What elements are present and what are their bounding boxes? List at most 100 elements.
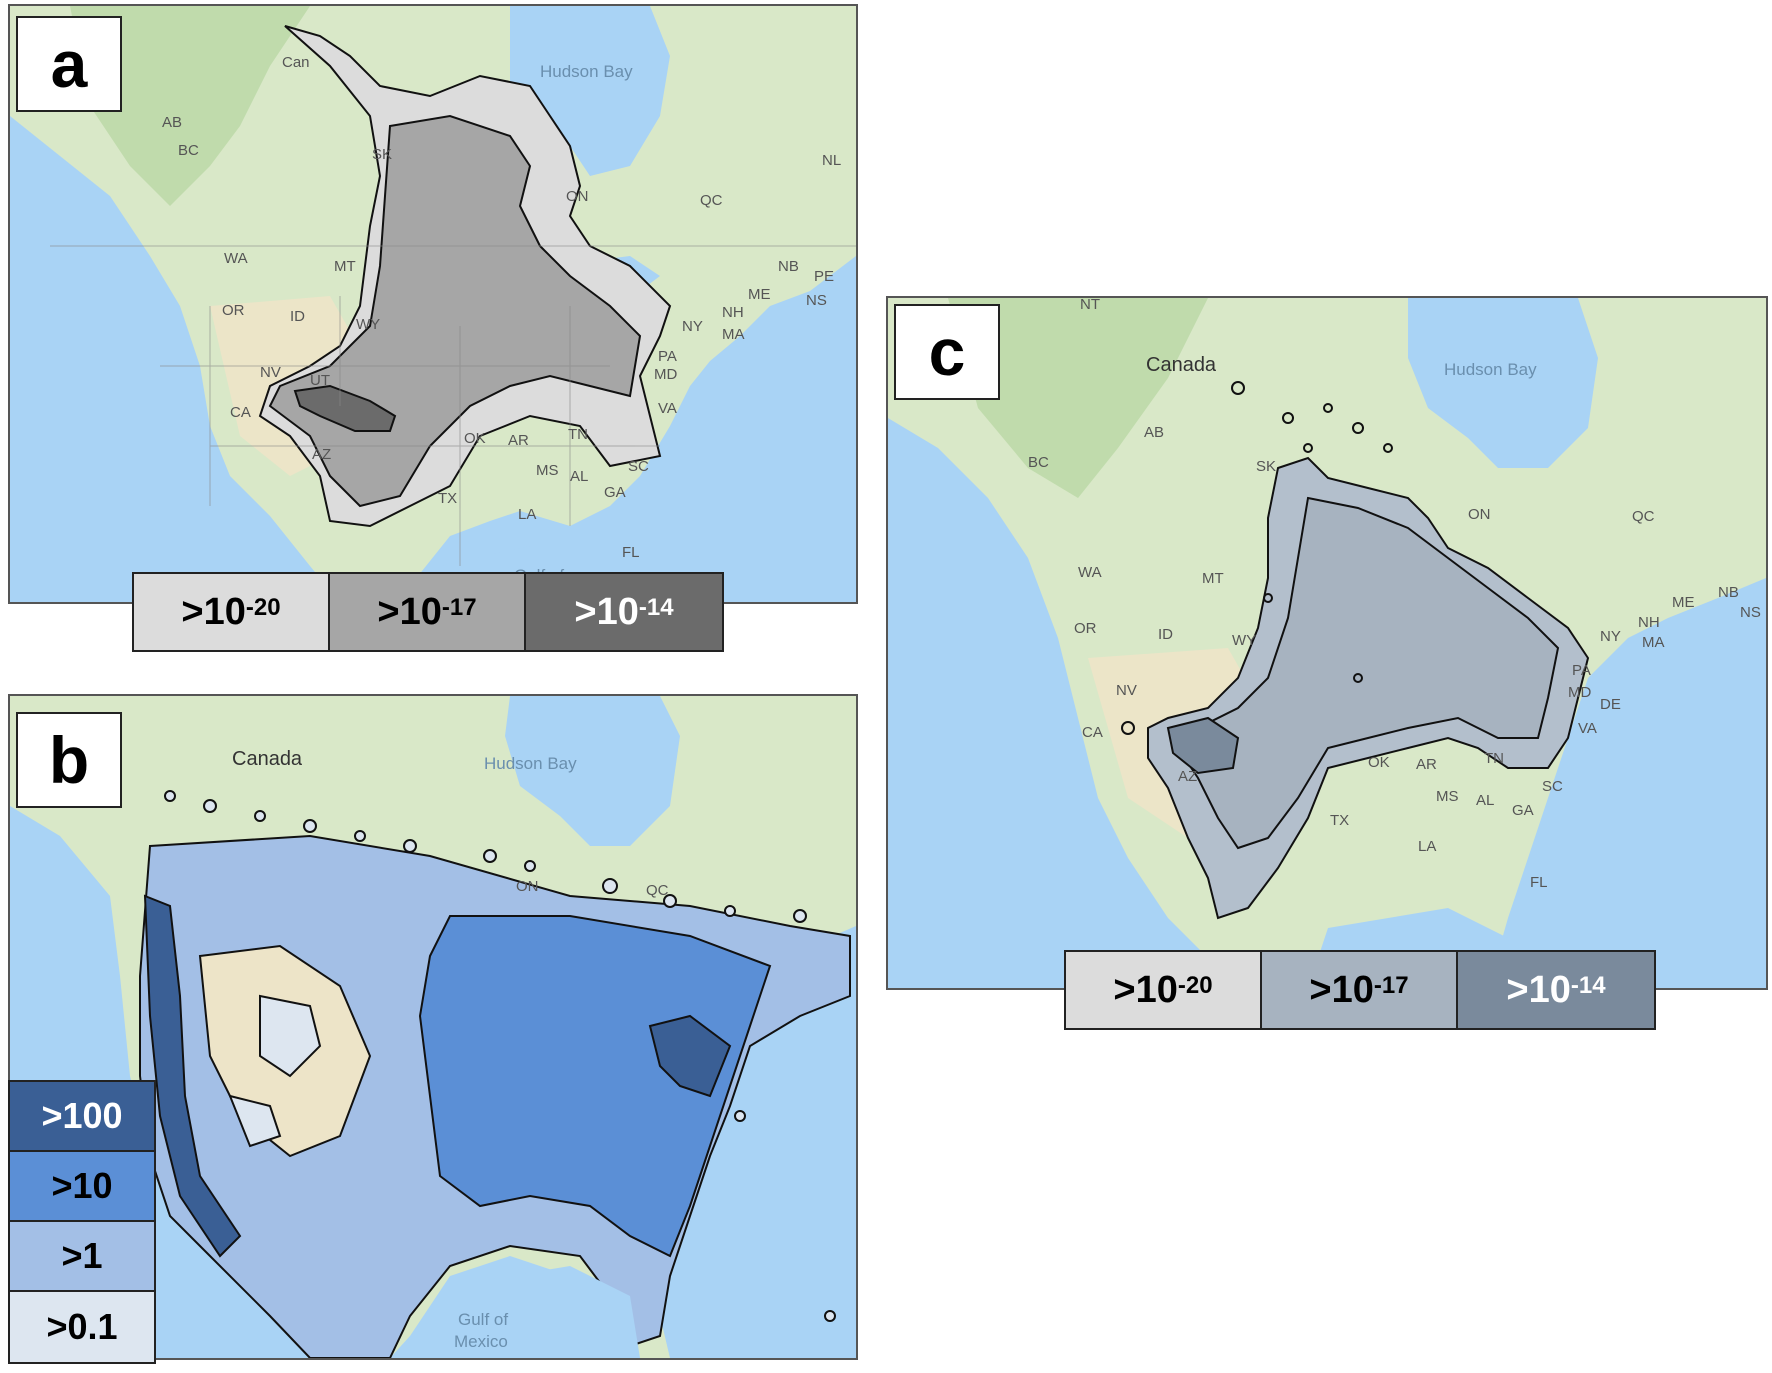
label-bc: BC <box>1028 454 1049 471</box>
label-nl: NL <box>822 152 842 169</box>
panel-b-letter: b <box>16 712 122 808</box>
map-panel-a: Hudson Bay Can AB BC SK ON QC NL WA MT O… <box>8 4 858 604</box>
west-coast-high <box>143 894 242 1258</box>
gulf-water <box>430 1266 640 1358</box>
label-ny: NY <box>682 318 703 335</box>
legend-c-item-1-base: >10 <box>1309 968 1374 1011</box>
label-id: ID <box>290 308 305 325</box>
label-gulf-2: Mexico <box>454 1332 508 1351</box>
label-ar: AR <box>1416 756 1437 773</box>
label-wy: WY <box>356 316 381 333</box>
label-nh: NH <box>1638 614 1660 631</box>
legend-c-item-0-base: >10 <box>1113 968 1178 1011</box>
label-wa: WA <box>224 250 248 267</box>
label-tn: TN <box>1484 750 1504 767</box>
label-id: ID <box>1158 626 1173 643</box>
label-nv: NV <box>260 364 281 381</box>
legend-a-item-2: >10 -14 <box>526 574 722 650</box>
label-ca: CA <box>230 404 251 421</box>
label-al: AL <box>1476 792 1495 809</box>
label-hudson-bay: Hudson Bay <box>484 754 577 773</box>
label-ns: NS <box>1740 604 1761 621</box>
label-hudson-bay: Hudson Bay <box>1444 360 1537 379</box>
hudson-bay <box>1408 298 1598 468</box>
label-canada: Canada <box>1146 354 1217 376</box>
label-ma: MA <box>1642 634 1665 651</box>
panel-b-legend: >100 >10 >1 >0.1 <box>8 1080 156 1364</box>
label-ok: OK <box>464 430 486 447</box>
legend-b-item-3: >0.1 <box>10 1292 154 1362</box>
panel-c-letter: c <box>894 304 1000 400</box>
zone-high <box>293 384 397 432</box>
label-va: VA <box>1578 720 1597 737</box>
label-va: VA <box>658 400 677 417</box>
label-ga: GA <box>604 484 626 501</box>
label-az: AZ <box>312 446 332 463</box>
label-md: MD <box>654 366 678 383</box>
label-qc: QC <box>700 192 723 209</box>
label-mt: MT <box>334 258 356 275</box>
label-pa: PA <box>658 348 677 365</box>
label-on: ON <box>1468 506 1491 523</box>
label-bc: BC <box>178 142 199 159</box>
scatter-patches <box>164 790 836 1322</box>
panel-a-map-svg <box>10 6 856 602</box>
usa-high-ne <box>648 1014 732 1098</box>
label-ma: MA <box>722 326 745 343</box>
label-wy: WY <box>1232 632 1257 649</box>
zone-mid <box>1176 496 1560 850</box>
label-nb: NB <box>1718 584 1739 601</box>
legend-a-item-2-base: >10 <box>574 590 639 633</box>
panel-a-letter: a <box>16 16 122 112</box>
label-sk: SK <box>1256 458 1277 475</box>
legend-c-item-0-exp: -20 <box>1177 972 1213 999</box>
label-sc: SC <box>628 458 649 475</box>
legend-c-item-1: >10 -17 <box>1262 952 1458 1028</box>
label-pa: PA <box>1572 662 1591 679</box>
label-tx: TX <box>438 490 458 507</box>
label-sc: SC <box>1542 778 1563 795</box>
legend-c-item-0: >10 -20 <box>1066 952 1262 1028</box>
label-ny: NY <box>1600 628 1621 645</box>
label-fl: FL <box>622 544 640 561</box>
panel-c-map-svg <box>888 298 1766 988</box>
label-canada: Can <box>282 54 310 71</box>
legend-c-item-2-exp: -14 <box>1570 972 1606 999</box>
label-me: ME <box>1672 594 1695 611</box>
label-nh: NH <box>722 304 744 321</box>
label-la: LA <box>1418 838 1437 855</box>
label-gulf-1: Gulf of <box>458 1310 509 1329</box>
label-fl: FL <box>1530 874 1548 891</box>
label-la: LA <box>518 506 537 523</box>
legend-b-item-2: >1 <box>10 1222 154 1292</box>
usa-mid <box>418 915 772 1258</box>
label-tx: TX <box>1330 812 1350 829</box>
legend-a-item-0-exp: -20 <box>245 594 281 621</box>
legend-b-item-0: >100 <box>10 1082 154 1152</box>
panel-a-legend: >10 -20 >10 -17 >10 -14 <box>132 572 724 652</box>
label-az: AZ <box>1178 768 1198 785</box>
legend-a-item-1: >10 -17 <box>330 574 526 650</box>
label-nt: NT <box>1080 296 1100 313</box>
panel-c-legend: >10 -20 >10 -17 >10 -14 <box>1064 950 1656 1030</box>
scatter-patches <box>1121 381 1393 735</box>
label-ga: GA <box>1512 802 1534 819</box>
map-panel-c: NT Hudson Bay Canada AB BC SK ON QC WA M… <box>886 296 1768 990</box>
label-ms: MS <box>1436 788 1459 805</box>
label-on: ON <box>566 188 589 205</box>
label-sk: SK <box>372 146 393 163</box>
zone-high <box>1166 716 1240 775</box>
map-panel-b: Hudson Bay Canada ON QC Gulf of Mexico <box>8 694 858 1360</box>
west-low-patches <box>228 994 322 1148</box>
label-ok: OK <box>1368 754 1390 771</box>
label-on: ON <box>516 878 539 895</box>
forest-band <box>70 6 310 206</box>
label-ms: MS <box>536 462 559 479</box>
label-hudson-bay: Hudson Bay <box>540 62 633 81</box>
state-borders <box>50 245 856 566</box>
label-tn: TN <box>568 426 588 443</box>
label-mt: MT <box>1202 570 1224 587</box>
label-ab: AB <box>1144 424 1165 441</box>
legend-a-item-1-base: >10 <box>377 590 442 633</box>
forest-band <box>948 298 1208 498</box>
